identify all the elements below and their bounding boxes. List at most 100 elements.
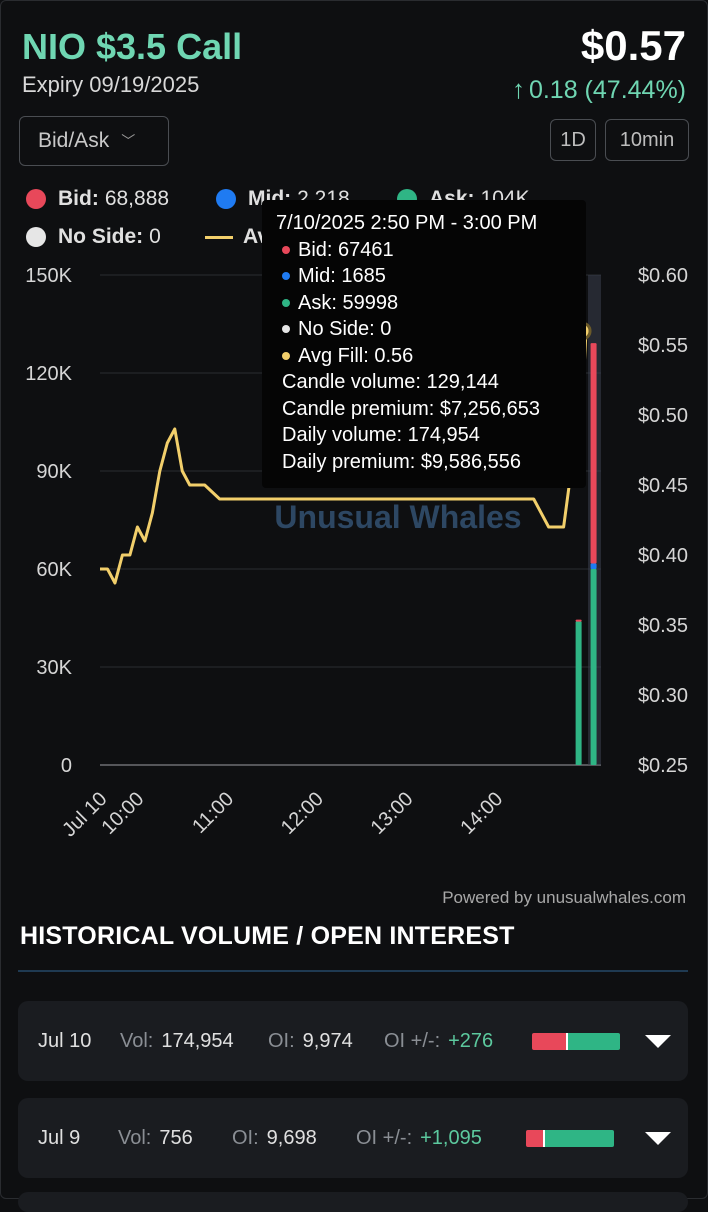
history-oi-change: OI +/-: +1,095: [356, 1098, 482, 1178]
range-button-1d[interactable]: 1D: [550, 119, 596, 161]
volume-label: Vol:: [120, 1029, 154, 1052]
ask-ratio-segment: [543, 1130, 614, 1147]
legend-no-side-label: No Side:: [58, 225, 144, 248]
bid-ratio-segment: [532, 1033, 566, 1050]
oi-value: 9,974: [302, 1029, 353, 1052]
right-tick-label: $0.25: [638, 755, 688, 777]
last-price: $0.57: [580, 22, 686, 69]
price-change: ↑ 0.18 (47.44%): [512, 74, 686, 105]
tooltip-no-side-text: No Side: 0: [298, 318, 392, 340]
history-volume: Vol: 756: [118, 1098, 193, 1178]
left-tick-label: 120K: [25, 363, 72, 385]
left-tick-label: 60K: [36, 559, 72, 581]
avg-fill-line-icon: [205, 235, 233, 239]
right-tick-label: $0.60: [638, 265, 688, 287]
legend-no-side-value: 0: [149, 225, 161, 248]
bid-volume-bar: [575, 619, 582, 622]
contract-title: NIO $3.5 Call: [22, 26, 243, 67]
chart-tooltip: 7/10/2025 2:50 PM - 3:00 PM Bid: 67461 M…: [262, 200, 586, 488]
left-axis: 0 30K 60K 90K 120K 150K: [25, 265, 72, 777]
right-tick-label: $0.45: [638, 475, 688, 497]
mid-volume-bar: [590, 563, 597, 570]
history-row[interactable]: Jul 9 Vol: 756 OI: 9,698 OI +/-: +1,095: [18, 1098, 688, 1178]
history-volume: Vol: 174,954: [120, 1001, 234, 1081]
oi-change-label: OI +/-:: [356, 1126, 413, 1149]
tooltip-bid: Bid: 67461: [276, 237, 572, 264]
volume-value: 174,954: [161, 1029, 234, 1052]
side-filter-dropdown[interactable]: Bid/Ask ﹀: [19, 116, 169, 166]
x-tick-label: Jul 10: [58, 788, 111, 841]
tooltip-avg-fill: Avg Fill: 0.56: [276, 343, 572, 370]
bid-dot-icon: [26, 189, 46, 209]
right-axis: $0.25 $0.30 $0.35 $0.40 $0.45 $0.50 $0.55 $0.60: [638, 265, 688, 777]
section-title: HISTORICAL VOLUME / OPEN INTEREST: [20, 922, 515, 950]
left-tick-label: 150K: [25, 265, 72, 287]
tooltip-avg-fill-text: Avg Fill: 0.56: [298, 344, 414, 367]
history-row[interactable]: Jul 10 Vol: 174,954 OI: 9,974 OI +/-: +276: [18, 1001, 688, 1081]
legend-bid-label: Bid:: [58, 187, 99, 210]
oi-label: OI:: [268, 1029, 295, 1052]
side-filter-label: Bid/Ask: [38, 129, 110, 152]
interval-button-10min[interactable]: 10min: [605, 119, 689, 161]
tooltip-time: 7/10/2025 2:50 PM - 3:00 PM: [276, 212, 538, 234]
bid-ask-ratio-bar: [532, 1033, 620, 1050]
bid-ratio-segment: [526, 1130, 544, 1147]
mid-dot-icon: [216, 189, 236, 209]
tooltip-candle-premium: Candle premium: $7,256,653: [282, 397, 540, 420]
oi-label: OI:: [232, 1126, 259, 1149]
right-tick-label: $0.35: [638, 615, 688, 637]
right-tick-label: $0.40: [638, 545, 688, 567]
tooltip-mid: Mid: 1685: [276, 263, 572, 290]
bid-volume-bar: [590, 343, 597, 564]
history-oi: OI: 9,974: [268, 1001, 353, 1081]
ask-volume-bar: [590, 569, 597, 765]
avg-fill-line: [100, 330, 588, 585]
tooltip-ask: Ask: 59998: [276, 290, 572, 317]
expand-triangle-icon[interactable]: [645, 1035, 671, 1048]
oi-change-label: OI +/-:: [384, 1029, 441, 1052]
bid-dot-icon: [282, 245, 290, 254]
ask-volume-bar: [575, 621, 582, 765]
oi-change-value: +276: [448, 1029, 494, 1052]
ask-dot-icon: [282, 298, 290, 307]
oi-value: 9,698: [266, 1126, 317, 1149]
expiry-date: Expiry 09/19/2025: [22, 72, 200, 97]
volume-bars: [575, 343, 597, 765]
bid-ask-ratio-bar: [526, 1130, 614, 1147]
legend-bid-value: 68,888: [104, 187, 170, 210]
expand-triangle-icon[interactable]: [645, 1132, 671, 1145]
history-date: Jul 9: [38, 1126, 81, 1149]
x-tick-label: 11:00: [188, 788, 238, 838]
tooltip-candle-volume: Candle volume: 129,144: [282, 371, 499, 393]
x-tick-label: 10:00: [97, 788, 148, 839]
right-tick-label: $0.30: [638, 685, 688, 707]
left-tick-label: 30K: [36, 657, 72, 679]
chart-watermark: Unusual Whales: [274, 499, 521, 535]
history-date: Jul 10: [38, 1029, 92, 1052]
tooltip-mid-text: Mid: 1685: [298, 265, 386, 287]
right-tick-label: $0.55: [638, 335, 688, 357]
left-tick-label: 0: [61, 755, 72, 777]
right-tick-label: $0.50: [638, 405, 688, 427]
legend-no-side[interactable]: No Side: 0: [26, 225, 161, 249]
tooltip-ask-text: Ask: 59998: [298, 291, 399, 314]
history-oi-change: OI +/-: +276: [384, 1001, 493, 1081]
tooltip-daily-premium: Daily premium: $9,586,556: [282, 450, 522, 473]
volume-value: 756: [159, 1126, 193, 1149]
left-tick-label: 90K: [36, 461, 72, 483]
chevron-down-icon: ﹀: [121, 133, 136, 149]
tooltip-daily-volume: Daily volume: 174,954: [282, 424, 480, 446]
tooltip-no-side: No Side: 0: [276, 316, 572, 343]
ask-ratio-segment: [565, 1033, 620, 1050]
x-tick-label: 12:00: [277, 788, 328, 839]
avg-fill-dot-icon: [282, 351, 290, 360]
price-change-value: 0.18 (47.44%): [528, 76, 686, 104]
powered-by[interactable]: Powered by unusualwhales.com: [442, 888, 686, 907]
x-tick-label: 13:00: [367, 788, 418, 839]
legend-bid[interactable]: Bid: 68,888: [26, 187, 169, 211]
oi-change-value: +1,095: [420, 1126, 482, 1149]
tooltip-bid-text: Bid: 67461: [298, 238, 394, 261]
arrow-up-icon: ↑: [511, 74, 525, 104]
